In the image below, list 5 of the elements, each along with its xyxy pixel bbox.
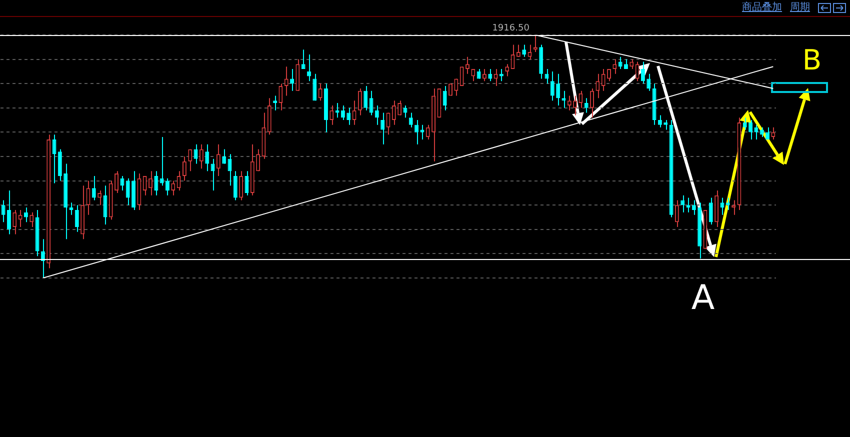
annotation: 1916.50 <box>492 23 530 34</box>
text: B <box>802 43 822 76</box>
annotation: A <box>691 278 715 318</box>
text: 周期 <box>790 2 810 14</box>
text: 商品叠加 <box>742 2 782 14</box>
